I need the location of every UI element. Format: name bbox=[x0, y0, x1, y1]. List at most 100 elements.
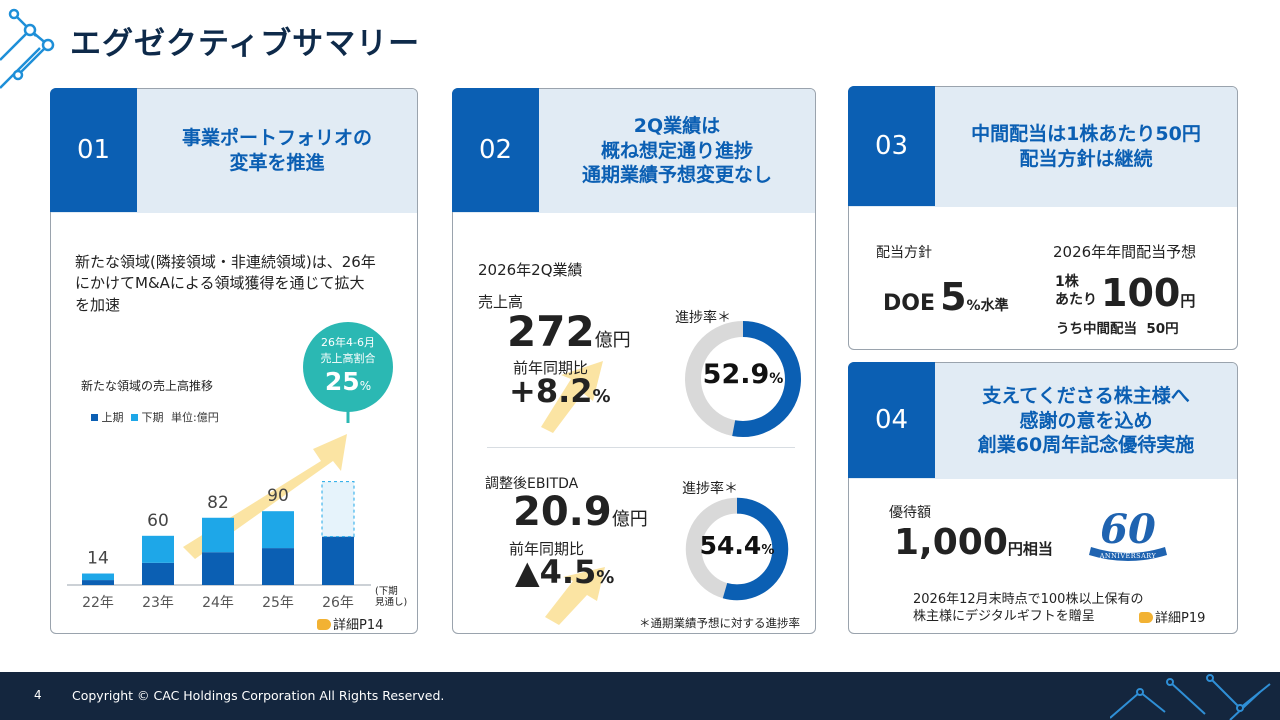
sales-yoy: +8.2% bbox=[509, 372, 611, 410]
card-header: 04 支えてくださる株主様へ 感謝の意を込め 創業60周年記念優待実施 bbox=[848, 362, 1237, 479]
card-header: 01 事業ポートフォリオの 変革を推進 bbox=[50, 88, 417, 213]
divider bbox=[487, 447, 795, 448]
card-heading: 2Q業績は 概ね想定通り進捗 通期業績予想変更なし bbox=[581, 114, 772, 187]
doe-suffix: %水準 bbox=[966, 298, 1009, 314]
growth-arrow bbox=[183, 434, 347, 559]
bar-h1-4 bbox=[322, 536, 354, 585]
ebitda-yoy: ▲4.5% bbox=[515, 553, 614, 591]
badge-line2: 売上高割合 bbox=[320, 352, 376, 365]
doe-value: 5 bbox=[940, 275, 967, 319]
card-portfolio: 01 事業ポートフォリオの 変革を推進 新たな領域(隣接領域・非連続領域)は、2… bbox=[50, 88, 418, 634]
sales-yoy-label: 前年同期比 bbox=[513, 359, 589, 377]
card-number: 02 bbox=[452, 88, 539, 212]
category-label: 23年 bbox=[142, 595, 174, 611]
benefit-value: 1,000 bbox=[894, 522, 1008, 563]
svg-text:60: 60 bbox=[1100, 506, 1156, 553]
bar-total-label: 90 bbox=[267, 486, 289, 506]
sales-progress-donut bbox=[685, 321, 801, 437]
ebitda-progress-label: 進捗率＊ bbox=[682, 481, 738, 497]
category-label: 26年 bbox=[322, 595, 354, 611]
card-benefit: 04 支えてくださる株主様へ 感謝の意を込め 創業60周年記念優待実施 優待額 … bbox=[848, 362, 1238, 634]
pointing-hand-icon bbox=[1139, 612, 1153, 623]
card-header: 02 2Q業績は 概ね想定通り進捗 通期業績予想変更なし bbox=[452, 88, 815, 213]
doe-prefix: DOE bbox=[883, 291, 935, 316]
bar-total-label: 14 bbox=[87, 549, 109, 569]
sales-yoy-value: +8.2 bbox=[509, 372, 593, 410]
sales-progress-label: 進捗率＊ bbox=[675, 310, 731, 326]
page-title: エグゼクティブサマリー bbox=[70, 26, 421, 62]
card-header: 03 中間配当は1株あたり50円 配当方針は継続 bbox=[848, 86, 1237, 207]
card-number: 03 bbox=[848, 86, 935, 206]
category-label: 25年 bbox=[262, 595, 294, 611]
title-decoration-icon bbox=[0, 8, 55, 89]
bar-h1-3 bbox=[262, 548, 294, 585]
donut-progress-arc bbox=[685, 321, 801, 437]
up-arrow-decoration bbox=[541, 361, 605, 625]
ebitda-yoy-value: ▲4.5 bbox=[515, 553, 597, 591]
sales-yoy-unit: % bbox=[592, 386, 611, 407]
donut-progress-arc bbox=[685, 497, 789, 601]
chart-unit: 単位:億円 bbox=[171, 411, 219, 424]
benefit-unit: 円相当 bbox=[1007, 540, 1053, 558]
card-dividend: 03 中間配当は1株あたり50円 配当方針は継続 配当方針 DOE 5%水準 2… bbox=[848, 86, 1238, 350]
annual-dividend: 100円 bbox=[1101, 271, 1195, 315]
per-share-label: 1株 あたり bbox=[1055, 274, 1097, 308]
category-label: 22年 bbox=[82, 595, 114, 611]
annual-dividend-value: 100 bbox=[1101, 271, 1181, 315]
ebitda-value: 20.9 bbox=[513, 489, 612, 535]
sales-progress-value: 52.9 bbox=[702, 359, 770, 390]
ebitda-progress-value-wrap: 54.4% bbox=[699, 531, 775, 560]
progress-footnote: ＊通期業績予想に対する進捗率 bbox=[639, 616, 800, 630]
doe-figure: DOE 5%水準 bbox=[883, 275, 1009, 319]
badge-unit: % bbox=[359, 379, 372, 393]
bar-h1-1 bbox=[142, 562, 174, 585]
pointing-hand-icon bbox=[317, 619, 331, 630]
card-heading: 事業ポートフォリオの 変革を推進 bbox=[181, 127, 372, 174]
ebitda-yoy-unit: % bbox=[596, 567, 615, 588]
page-number: 4 bbox=[34, 688, 42, 702]
period-label: 2026年2Q業績 bbox=[478, 261, 583, 279]
category-label: 24年 bbox=[202, 595, 234, 611]
detail-link[interactable]: 詳細P19 bbox=[1139, 607, 1205, 626]
benefit-figure: 1,000円相当 bbox=[894, 522, 1053, 563]
ebitda-progress-donut bbox=[685, 497, 789, 601]
card-heading: 中間配当は1株あたり50円 配当方針は継続 bbox=[971, 123, 1201, 170]
bar-h2-2 bbox=[202, 517, 234, 553]
sales-value: 272 bbox=[507, 307, 595, 356]
bar-h1-0 bbox=[82, 580, 114, 585]
chart-title: 新たな領域の売上高推移 bbox=[81, 379, 214, 393]
benefit-label: 優待額 bbox=[889, 505, 931, 521]
policy-label: 配当方針 bbox=[876, 245, 932, 261]
benefit-condition-2: 株主様にデジタルギフトを贈呈 bbox=[913, 609, 1095, 624]
anniversary-logo: 60 ANNIVERSARY bbox=[1089, 506, 1167, 561]
badge-value: 25 bbox=[324, 367, 360, 396]
sales-unit: 億円 bbox=[594, 330, 631, 351]
bar-total-label: 60 bbox=[147, 511, 169, 531]
bar-h1-2 bbox=[202, 552, 234, 585]
card-body-text: 新たな領域(隣接領域・非連続領域)は、26年 にかけてM&Aによる領域獲得を通じ… bbox=[75, 253, 376, 314]
bar-h2-0 bbox=[82, 573, 114, 581]
forecast-note: (下期 見通し) bbox=[375, 586, 408, 609]
footer: 4 Copyright © CAC Holdings Corporation A… bbox=[0, 672, 1280, 720]
bar-forecast bbox=[321, 481, 355, 538]
ebitda-unit: 億円 bbox=[611, 509, 648, 530]
benefit-condition-1: 2026年12月末時点で100株以上保有の bbox=[913, 592, 1144, 607]
forecast-label: 2026年年間配当予想 bbox=[1053, 243, 1197, 261]
sales-figure: 272億円 bbox=[507, 307, 631, 356]
annual-dividend-unit: 円 bbox=[1180, 292, 1196, 310]
bar-h2-1 bbox=[142, 535, 174, 563]
interim-dividend: うち中間配当 50円 bbox=[1056, 321, 1179, 337]
network-decoration-icon bbox=[1110, 674, 1271, 720]
share-badge: 26年4-6月 売上高割合 25% bbox=[303, 322, 393, 412]
ebitda-progress-value: 54.4 bbox=[699, 531, 762, 560]
copyright: Copyright © CAC Holdings Corporation All… bbox=[72, 688, 445, 703]
sales-label: 売上高 bbox=[478, 293, 524, 311]
card-number: 04 bbox=[848, 362, 935, 478]
bar-total-label: 82 bbox=[207, 493, 229, 513]
detail-link[interactable]: 詳細P14 bbox=[317, 614, 383, 633]
legend-h1: 上期 bbox=[101, 411, 124, 424]
card-number: 01 bbox=[50, 88, 137, 212]
bar-h2-3 bbox=[262, 511, 294, 549]
sales-progress-value-wrap: 52.9% bbox=[702, 359, 784, 390]
chart-legend: 上期 下期 単位:億円 bbox=[91, 409, 219, 425]
